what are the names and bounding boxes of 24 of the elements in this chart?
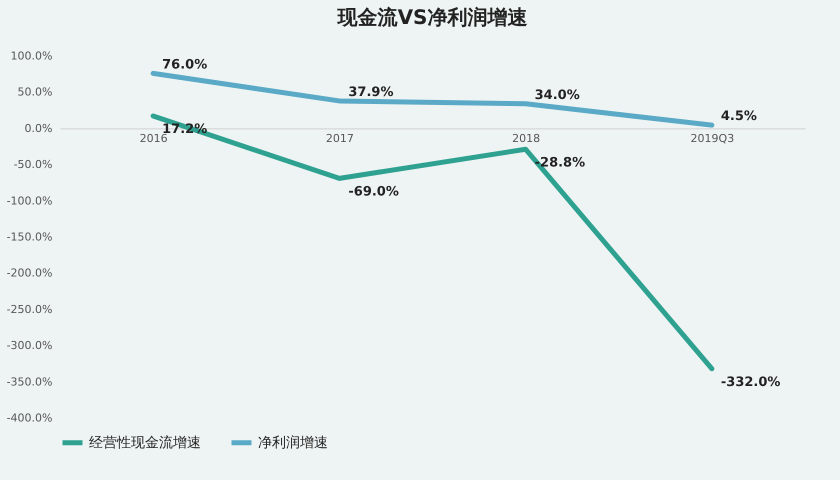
x-tick-label: 2019Q3 [690,132,734,145]
y-tick-label: -250.0% [6,302,52,316]
y-tick-label: -100.0% [6,194,52,208]
y-tick-label: -350.0% [6,375,52,388]
y-tick-label: -300.0% [6,339,52,352]
data-label: 76.0% [162,57,208,72]
y-tick-label: -50.0% [14,158,52,172]
y-tick-label: 100.0% [10,50,52,62]
y-tick-label: 0.0% [24,122,52,135]
data-label: -332.0% [720,374,780,390]
chart-title: 现金流VS净利润增速 [336,5,528,29]
legend-label: 经营性现金流增速 [89,434,201,451]
data-label: 34.0% [534,88,580,103]
y-tick-label: 50.0% [18,86,52,99]
x-tick-label: 2016 [140,132,168,145]
x-tick-label: 2018 [512,132,540,145]
data-label: 37.9% [348,84,394,100]
x-tick-label: 2017 [326,132,354,145]
y-tick-label: -150.0% [6,230,52,244]
y-tick-label: -200.0% [6,266,52,280]
legend-label: 净利润增速 [258,434,328,451]
data-label: 4.5% [720,109,757,124]
y-tick-label: -400.0% [6,412,52,424]
data-label: -69.0% [348,184,399,200]
